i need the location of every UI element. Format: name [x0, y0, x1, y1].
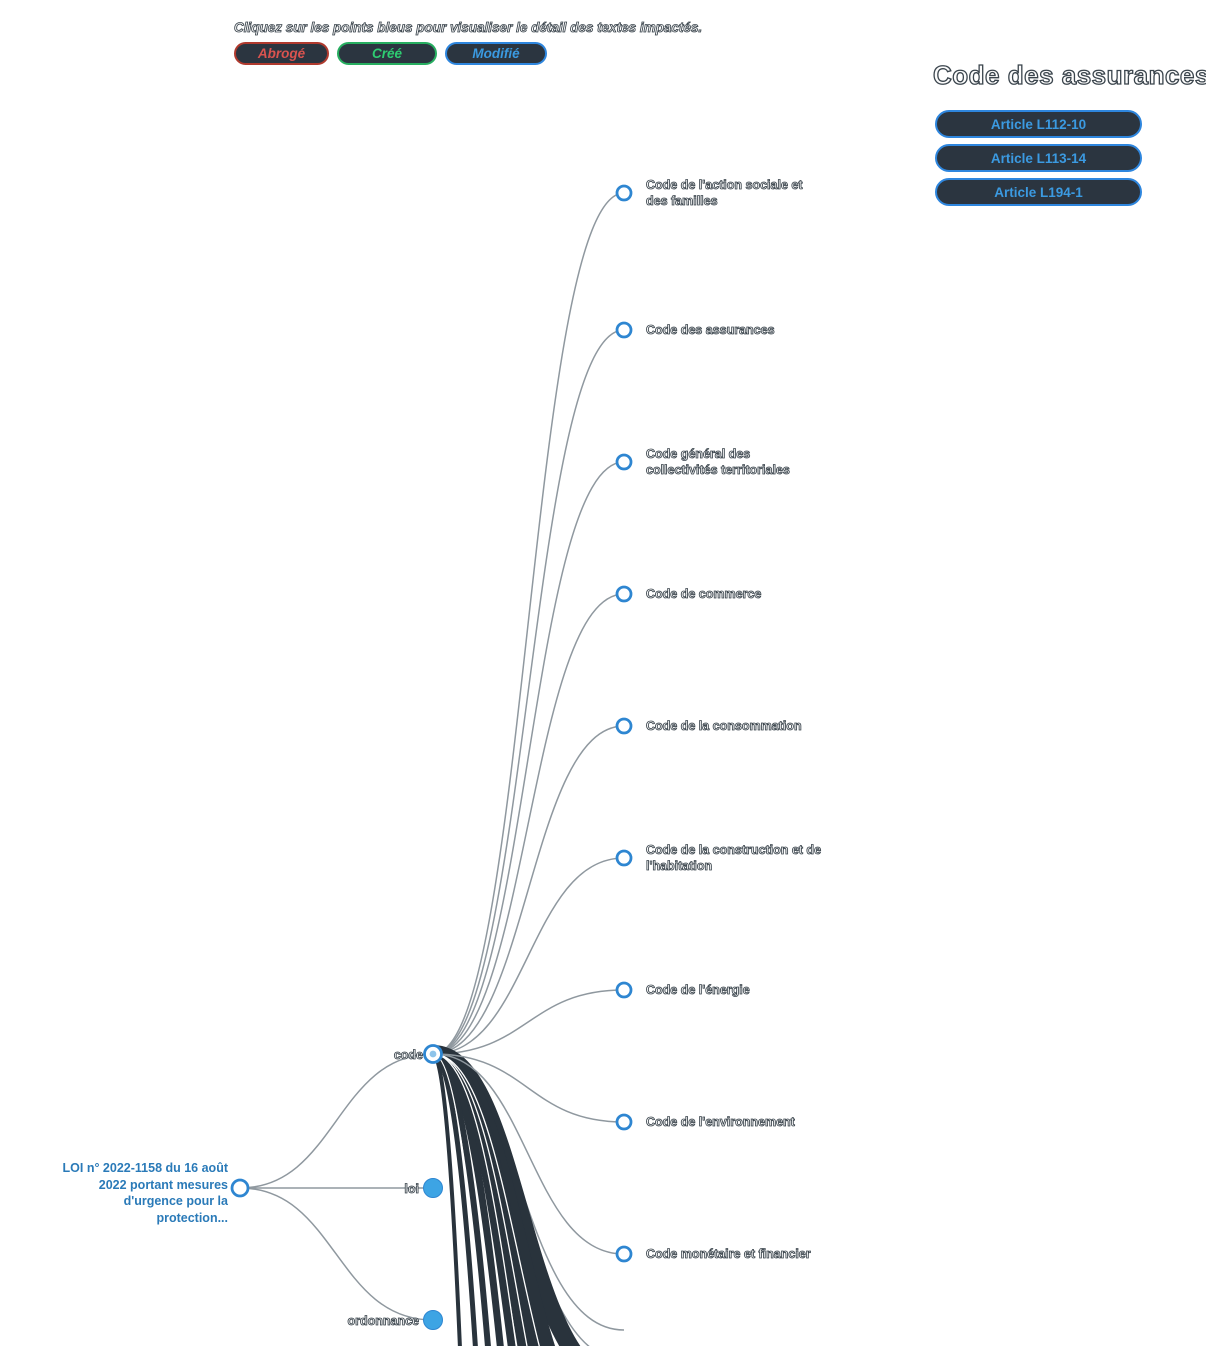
edge-code-action-sociale: [432, 192, 625, 1055]
node-code-energie[interactable]: [615, 981, 633, 999]
leaf-label-energie: Code de l'énergie: [646, 983, 751, 998]
node-code-consommation[interactable]: [615, 717, 633, 735]
bundle-band: [432, 1050, 516, 1346]
leaf-label-consommation: Code de la consommation: [646, 719, 802, 734]
edge-root-code: [239, 1053, 434, 1189]
branch-label-code: code: [393, 1048, 423, 1063]
bundle-band: [431, 1051, 478, 1346]
edge-code-energie: [432, 989, 625, 1055]
node-ordonnance[interactable]: [423, 1310, 443, 1330]
article-button-l194-1[interactable]: Article L194-1: [935, 178, 1142, 206]
article-button-l113-14[interactable]: Article L113-14: [935, 144, 1142, 172]
bundle-separator: [432, 1053, 540, 1346]
bundle-separator: [432, 1053, 528, 1346]
node-code-core: [429, 1050, 437, 1058]
article-list: Article L112-10 Article L113-14 Article …: [935, 110, 1142, 206]
panel-title: Code des assurances: [932, 59, 1206, 90]
branch-label-loi: loi: [404, 1182, 419, 1197]
edge-code-collectivites: [432, 461, 625, 1055]
node-code-action-sociale[interactable]: [615, 184, 633, 202]
node-code-assurances[interactable]: [615, 321, 633, 339]
branch-label-ordonnance: ordonnance: [347, 1314, 419, 1329]
node-code-commerce[interactable]: [615, 585, 633, 603]
leaf-label-construction: Code de la construction et de l'habitati…: [646, 843, 822, 874]
leaf-label-collectivites: Code général des collectivités territori…: [646, 447, 791, 478]
edge-code-consommation: [432, 725, 625, 1055]
edge-code-environnement: [432, 1053, 625, 1123]
node-code-environnement[interactable]: [615, 1113, 633, 1131]
root-law-label: LOI n° 2022-1158 du 16 août 2022 portant…: [62, 1161, 228, 1225]
legend: Abrogé Créé Modifié: [234, 42, 547, 65]
instruction-text: Cliquez sur les points bleus pour visual…: [234, 20, 703, 36]
edge-code-assurances: [432, 329, 625, 1055]
bundle-separator: [432, 1053, 483, 1346]
legend-pill-abroge[interactable]: Abrogé: [234, 42, 329, 65]
leaf-label-action-sociale: Code de l'action sociale et des familles: [646, 178, 803, 209]
bundle-separator: [432, 1053, 517, 1346]
edge-code-construction: [432, 857, 625, 1055]
bundle-band: [432, 1050, 504, 1346]
edge-code-commerce: [432, 593, 625, 1055]
bundle-band: [432, 1051, 491, 1346]
node-code-construction[interactable]: [615, 849, 633, 867]
edge-code-monetaire: [432, 1053, 625, 1255]
leaf-label-assurances: Code des assurances: [646, 323, 775, 338]
leaf-label-commerce: Code de commerce: [646, 587, 762, 602]
legend-pill-cree[interactable]: Créé: [337, 42, 437, 65]
article-button-l112-10[interactable]: Article L112-10: [935, 110, 1142, 138]
leaf-label-environnement: Code de l'environnement: [646, 1115, 796, 1130]
node-code-collectivites[interactable]: [615, 453, 633, 471]
legend-pill-modifie[interactable]: Modifié: [445, 42, 547, 65]
node-loi[interactable]: [423, 1178, 443, 1198]
node-root[interactable]: [230, 1178, 250, 1198]
leaf-label-monetaire: Code monétaire et financier: [646, 1247, 811, 1262]
node-code-monetaire[interactable]: [615, 1245, 633, 1263]
edge-root-ordonnance: [239, 1187, 434, 1321]
